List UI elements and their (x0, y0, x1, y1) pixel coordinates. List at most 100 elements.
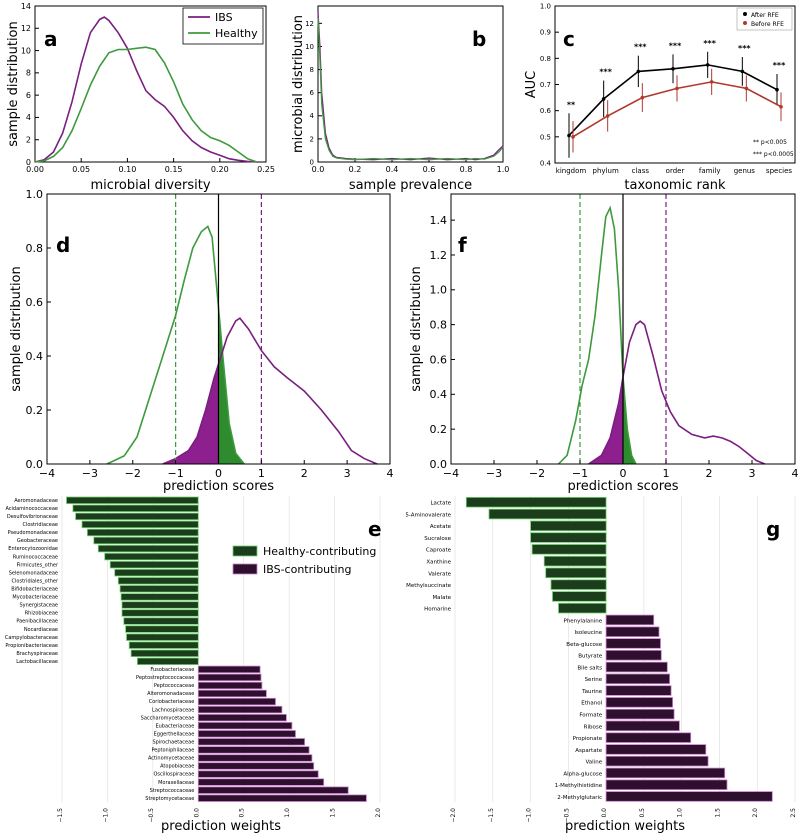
panel-e-xtick-label: 0.5 (239, 808, 246, 818)
panel-c-xtick-label: genus (734, 167, 756, 175)
panel-e-bar (197, 738, 306, 746)
panel-c-significance: ** (567, 100, 576, 109)
panel-d-series-healthy (106, 225, 245, 465)
panel-c-ytick-label: 1.0 (540, 2, 551, 10)
panel-a-xtick-label: 0.20 (211, 165, 229, 174)
panel-c-significance: *** (669, 41, 682, 50)
panel-e-bar (104, 552, 199, 561)
panel-g-bar-label: Malate (432, 595, 451, 601)
panel-g-xtick-label: −0.5 (563, 808, 570, 823)
panel-f-ytick-label: 1.0 (430, 284, 448, 297)
panel-e-bar (120, 593, 199, 601)
panel-d-xtick-label: −1 (168, 467, 184, 480)
panel-c-point (601, 97, 606, 101)
panel-e-bar-label: Propionibacteriaceae (5, 643, 58, 649)
panel-e-bar (72, 504, 199, 512)
panel-e-bar (125, 625, 199, 633)
panel-g-bar-label: Caproate (426, 548, 452, 554)
panel-e-bar (97, 544, 199, 553)
panel-e-bar (121, 609, 199, 617)
panel-c-ytick-label: 0.9 (540, 29, 551, 37)
panel-label-e: e (368, 517, 382, 541)
panel-d-xtick-label: 4 (387, 467, 394, 480)
panel-g-bar (605, 779, 728, 791)
panel-d-xtick-label: 0 (215, 467, 222, 480)
panel-e-xtick-label: 0.0 (193, 808, 200, 818)
panel-d-xtick-label: 3 (344, 467, 351, 480)
panel-g-bar-label: Ethanol (581, 701, 602, 707)
panel-g-bar (488, 508, 607, 520)
panel-e-bar (109, 561, 199, 569)
panel-e-bar (119, 585, 199, 593)
panel-g-bar (605, 744, 707, 755)
panel-g-bar-label: Butyrate (578, 654, 602, 660)
panel-a-ytick-label: 12 (21, 24, 31, 33)
panel-f-xtick-label: 3 (749, 467, 756, 480)
panel-c-ylabel: AUC (524, 71, 539, 99)
panel-e-bar-label: Moraxellaceae (158, 780, 194, 786)
panel-d-xlabel: prediction scores (163, 479, 274, 494)
panel-g-bar (605, 685, 672, 696)
panel-g-bar-label: Phenylalanine (564, 618, 603, 624)
panel-f-xtick-label: 0 (620, 467, 627, 480)
panel-g-bar (530, 532, 607, 543)
panel-c-xtick-label: kingdom (556, 167, 587, 175)
panel-g-bar-label: Methylsuccinate (406, 583, 451, 589)
panel-f-chart: −4 −3 −2 −1 0 1 2 3 4 0.0 0.2 0.4 0.6 0.8 1.0 1.2 1.4 pre… (409, 193, 799, 494)
panel-d-ibs-shaded-area (162, 364, 219, 464)
panel-f-ytick-label: 1.2 (430, 249, 448, 262)
panel-a-xtick-label: 0.15 (165, 165, 183, 174)
panel-a-ytick-label: 2 (26, 136, 31, 145)
panel-d-ytick-label: 0.2 (26, 404, 44, 417)
panel-e-bar-label: Clostridiaceae (22, 522, 58, 528)
panel-g-bar-label: Valerate (428, 571, 451, 577)
panel-c-legend-swatch (743, 21, 747, 25)
panel-e-legend: Healthy-contributing IBS-contributing (232, 545, 376, 576)
panel-f-ylabel: sample distribution (409, 266, 424, 391)
panel-g-bar (605, 673, 670, 685)
panel-g-xtick-label: 2.0 (752, 808, 759, 818)
panel-f-ytick-label: 1.4 (430, 214, 448, 227)
panel-a-chart: 0.00 0.05 0.10 0.15 0.20 0.25 0 2 4 6 8 10 12 14 micro… (6, 2, 275, 193)
panel-e-bar-label: Mycobacteriaceae (12, 595, 58, 601)
panel-f-ytick-label: 0.0 (430, 458, 448, 471)
panel-c-legend-label: Before RFE (751, 21, 784, 28)
panel-g-bar (552, 591, 607, 602)
panel-a-legend-label-healthy: Healthy (215, 27, 258, 40)
panel-a-legend-label-ibs: IBS (215, 11, 233, 24)
panel-c-ytick-label: 0.4 (540, 159, 552, 167)
panel-e-bar-label: Ruminococcaceae (13, 554, 58, 560)
panel-e-bar (197, 762, 315, 770)
panel-d-ytick-label: 0.8 (26, 242, 44, 255)
panel-g-bar (605, 791, 773, 802)
panel-b-ytick-label: 10 (305, 43, 314, 51)
panel-c-point (705, 63, 710, 67)
panel-e-bar-label: Lactobacillaceae (16, 659, 58, 665)
panel-e-bar-label: Paenibacillaceae (16, 619, 58, 625)
panel-g-bar (465, 496, 607, 508)
panel-c-ytick-label: 0.5 (540, 133, 551, 141)
panel-c-point (636, 69, 641, 74)
panel-g-bar (605, 732, 692, 743)
panel-e-xtick-label: −1.5 (57, 808, 64, 823)
panel-a-series-ibs (34, 16, 257, 163)
panel-e-bar-label: Actinomycetaceae (148, 756, 194, 762)
panel-e-bar-label: Brachyspiraceae (16, 651, 58, 657)
panel-b-ytick-label: 0 (310, 158, 314, 166)
panel-e-bar-label: Streptomycetaceae (145, 796, 194, 802)
panel-e-bar (197, 673, 262, 682)
panel-e-bar-label: Streptococcaceae (150, 788, 195, 794)
panel-e-bar (197, 778, 325, 786)
panel-c-chart: 0.4 0.5 0.6 0.7 0.8 0.9 1.0 kingdom phylum class o… (524, 2, 796, 193)
panel-c-legend: After RFE Before RFE (736, 7, 793, 31)
panel-a-xtick-label: 0.10 (118, 165, 136, 174)
panel-a-xtick-label: 0.05 (72, 165, 90, 174)
panel-e-bar (197, 746, 310, 754)
panel-b-ytick-label: 8 (310, 66, 314, 74)
panel-c-legend-label: After RFE (751, 12, 779, 19)
panel-d-ytick-label: 0.6 (26, 296, 44, 309)
panel-e-bar-label: Acidaminococcaceae (5, 506, 58, 512)
panel-g-xtick-label: −1.5 (488, 808, 495, 823)
panel-a-frame (34, 5, 267, 163)
panel-d-xtick-label: −3 (82, 467, 98, 480)
